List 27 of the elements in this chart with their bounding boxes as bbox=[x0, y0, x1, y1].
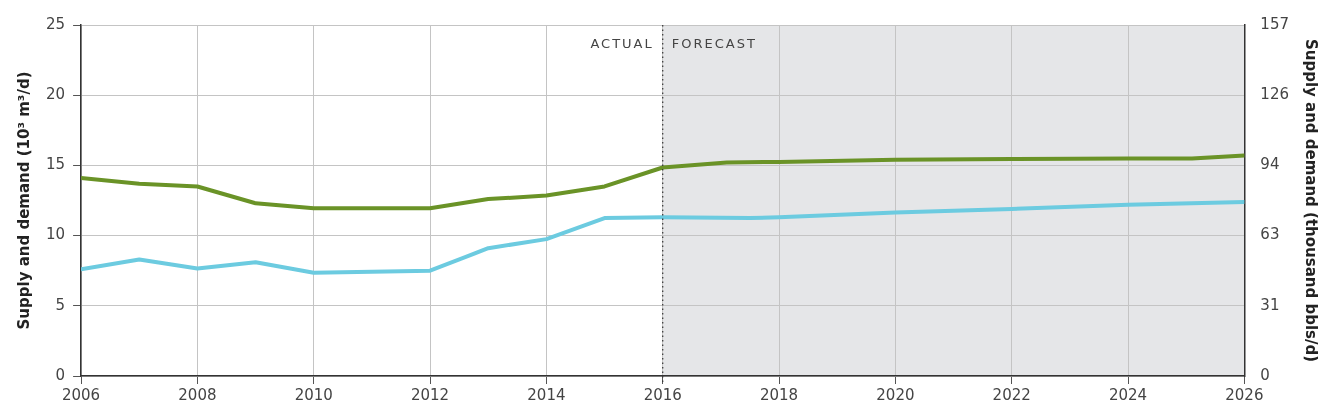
y2-tick-label: 126 bbox=[1260, 85, 1290, 104]
y-tick-label: 25 bbox=[45, 14, 66, 33]
x-tick-label: 2016 bbox=[643, 385, 682, 404]
y2-tick-label: 157 bbox=[1260, 14, 1290, 33]
y-tick-label: 15 bbox=[45, 155, 66, 174]
y2-axis-title: Supply and demand (thousand bbls/d) bbox=[1302, 38, 1321, 363]
x-tick-label: 2020 bbox=[876, 385, 915, 404]
x-tick-label: 2014 bbox=[527, 385, 566, 404]
y-tick-label: 0 bbox=[55, 365, 66, 384]
x-tick-label: 2006 bbox=[61, 385, 101, 404]
x-tick-label: 2012 bbox=[410, 385, 450, 404]
x-tick-label: 2022 bbox=[992, 385, 1031, 404]
x-tick-label: 2026 bbox=[1225, 385, 1264, 404]
y2-tick-label: 31 bbox=[1260, 295, 1280, 314]
x-tick-label: 2010 bbox=[294, 385, 333, 404]
x-tick-label: 2008 bbox=[178, 385, 217, 404]
ref-line-label: ACTUAL bbox=[590, 36, 654, 52]
y2-tick-label: 63 bbox=[1260, 225, 1280, 244]
y-axis-title: Supply and demand (10³ m³/d) bbox=[14, 71, 33, 330]
x-tick-label: 2024 bbox=[1108, 385, 1148, 404]
y2-tick-label: 94 bbox=[1260, 155, 1280, 174]
y-tick-label: 10 bbox=[45, 225, 66, 244]
x-tick-label: 2018 bbox=[759, 385, 799, 404]
band-label: FORECAST bbox=[671, 36, 757, 52]
y-tick-label: 5 bbox=[55, 295, 66, 314]
y-tick-label: 20 bbox=[45, 85, 66, 104]
y2-tick-label: 0 bbox=[1260, 365, 1270, 384]
